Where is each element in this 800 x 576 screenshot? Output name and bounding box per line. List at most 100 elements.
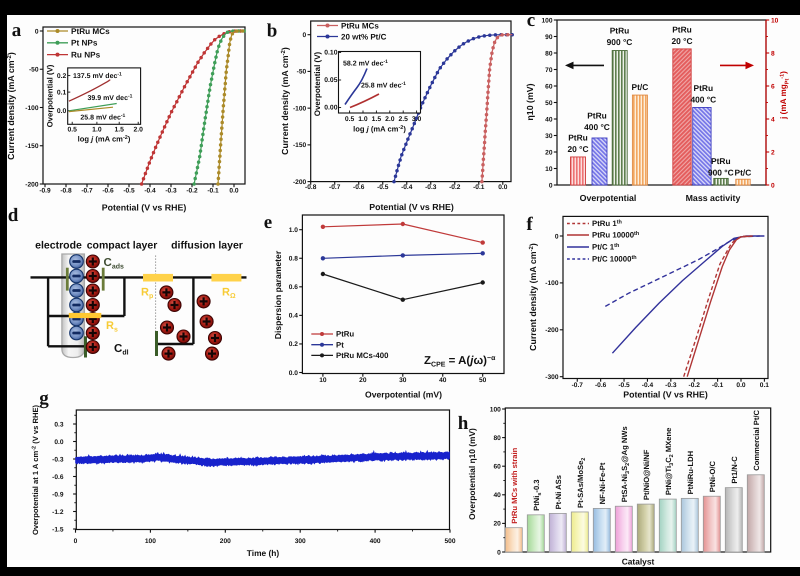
- svg-text:-0.5: -0.5: [618, 382, 630, 389]
- svg-text:PtRu: PtRu: [587, 111, 607, 121]
- svg-text:Overpotential (V): Overpotential (V): [313, 51, 322, 116]
- svg-text:-1.5: -1.5: [52, 526, 64, 533]
- svg-text:-150: -150: [293, 142, 307, 149]
- svg-text:f: f: [526, 214, 533, 235]
- svg-text:900 °C: 900 °C: [708, 168, 734, 178]
- svg-text:Pt NPs: Pt NPs: [71, 39, 98, 48]
- svg-text:8: 8: [771, 50, 775, 57]
- svg-text:j (mA mgPt-1): j (mA mgPt-1): [779, 71, 791, 120]
- svg-text:900 °C: 900 °C: [607, 37, 633, 47]
- svg-text:10: 10: [319, 377, 327, 384]
- svg-text:50: 50: [479, 377, 487, 384]
- svg-text:1.0: 1.0: [358, 116, 368, 123]
- svg-text:Overpotential (mV): Overpotential (mV): [365, 390, 442, 400]
- svg-text:-50: -50: [297, 69, 307, 76]
- svg-text:400 °C: 400 °C: [690, 95, 716, 105]
- svg-text:Pt1/N-C: Pt1/N-C: [730, 456, 739, 484]
- svg-text:4: 4: [771, 116, 775, 123]
- svg-text:-0.1: -0.1: [473, 184, 485, 191]
- svg-text:-100: -100: [293, 105, 307, 112]
- svg-text:diffusion layer: diffusion layer: [171, 240, 243, 252]
- svg-text:2: 2: [771, 149, 775, 156]
- svg-text:PtNi-O/C: PtNi-O/C: [708, 460, 717, 492]
- svg-text:-0.3: -0.3: [665, 382, 677, 389]
- svg-text:2.0: 2.0: [385, 116, 395, 123]
- svg-text:PtRu 1th: PtRu 1th: [592, 219, 623, 228]
- svg-text:-0.2: -0.2: [186, 188, 198, 195]
- svg-text:2.0: 2.0: [133, 127, 143, 134]
- svg-text:PtRu: PtRu: [610, 26, 630, 36]
- svg-text:90: 90: [545, 34, 553, 41]
- svg-text:-0.8: -0.8: [305, 184, 317, 191]
- svg-text:NF-Ni-Fe-Pt: NF-Ni-Fe-Pt: [598, 462, 607, 504]
- svg-text:200: 200: [220, 538, 231, 545]
- svg-text:0: 0: [549, 182, 553, 189]
- svg-text:-0.9: -0.9: [52, 491, 64, 498]
- svg-text:-0.5: -0.5: [123, 188, 135, 195]
- svg-text:70: 70: [545, 67, 553, 74]
- svg-text:Pt/C: Pt/C: [735, 167, 752, 177]
- svg-text:Current density (mA cm-2): Current density (mA cm-2): [528, 243, 538, 351]
- svg-text:0.3: 0.3: [54, 421, 63, 428]
- svg-text:Potential (V vs RHE): Potential (V vs RHE): [369, 202, 454, 212]
- svg-text:400: 400: [370, 538, 381, 545]
- svg-text:Pt-SAs/MoSe2: Pt-SAs/MoSe2: [576, 458, 587, 508]
- svg-text:0.2: 0.2: [57, 73, 67, 80]
- svg-text:0: 0: [74, 538, 78, 545]
- svg-text:20 wt% Pt/C: 20 wt% Pt/C: [341, 32, 387, 41]
- svg-text:500: 500: [444, 538, 455, 545]
- svg-text:Current density (mA cm-2): Current density (mA cm-2): [280, 47, 290, 155]
- svg-text:25.8 mV dec-1: 25.8 mV dec-1: [80, 113, 125, 122]
- svg-text:0: 0: [35, 28, 39, 35]
- svg-text:-0.6: -0.6: [52, 474, 64, 481]
- svg-text:-0.3: -0.3: [425, 184, 437, 191]
- svg-text:-100: -100: [25, 105, 39, 112]
- svg-text:0.0: 0.0: [736, 382, 745, 389]
- svg-text:Pt/C: Pt/C: [632, 82, 649, 92]
- svg-text:0.4: 0.4: [289, 313, 298, 320]
- svg-text:e: e: [264, 212, 272, 233]
- svg-text:Commercial Pt/C: Commercial Pt/C: [752, 409, 761, 470]
- svg-text:0.6: 0.6: [289, 284, 298, 291]
- svg-text:-200: -200: [293, 179, 307, 186]
- svg-text:-0.4: -0.4: [401, 184, 413, 191]
- svg-text:h: h: [458, 413, 469, 434]
- svg-text:0.5: 0.5: [345, 116, 355, 123]
- svg-text:electrode: electrode: [35, 240, 82, 252]
- svg-text:-0.9: -0.9: [39, 188, 51, 195]
- svg-text:100: 100: [541, 17, 552, 24]
- svg-text:PtRu MCs with strain: PtRu MCs with strain: [510, 447, 519, 523]
- svg-text:300: 300: [295, 538, 306, 545]
- svg-text:-0.2: -0.2: [689, 382, 701, 389]
- svg-text:PtRu MCs-400: PtRu MCs-400: [336, 351, 389, 360]
- svg-text:-150: -150: [25, 143, 39, 150]
- svg-text:Pt: Pt: [336, 340, 344, 349]
- svg-text:0.0: 0.0: [54, 439, 63, 446]
- svg-text:Mass activity: Mass activity: [686, 193, 741, 203]
- svg-text:Potential (V vs RHE): Potential (V vs RHE): [623, 390, 708, 400]
- svg-text:-0.6: -0.6: [353, 184, 365, 191]
- svg-text:400 °C: 400 °C: [584, 122, 610, 132]
- svg-text:60: 60: [545, 83, 553, 90]
- svg-text:0.1: 0.1: [760, 382, 769, 389]
- svg-text:log j (mA cm-2): log j (mA cm-2): [78, 135, 131, 144]
- svg-text:-200: -200: [545, 327, 559, 334]
- svg-text:40: 40: [439, 377, 447, 384]
- svg-text:0.05: 0.05: [324, 77, 337, 84]
- svg-text:PtRu: PtRu: [336, 330, 354, 339]
- svg-text:Dispersion parameter: Dispersion parameter: [273, 250, 283, 339]
- svg-text:η10 (mV): η10 (mV): [525, 83, 535, 120]
- svg-text:Pt/C 1th: Pt/C 1th: [592, 243, 620, 252]
- svg-text:PtNiRu-LDH: PtNiRu-LDH: [686, 451, 695, 494]
- svg-text:40: 40: [493, 492, 501, 499]
- svg-text:-200: -200: [25, 181, 39, 188]
- svg-text:-1.2: -1.2: [52, 509, 64, 516]
- svg-text:a: a: [12, 20, 22, 41]
- svg-text:20: 20: [493, 521, 501, 528]
- svg-text:-0.7: -0.7: [81, 188, 93, 195]
- svg-text:60: 60: [493, 464, 501, 471]
- svg-text:20 °C: 20 °C: [671, 36, 692, 46]
- svg-text:0.0: 0.0: [229, 188, 238, 195]
- svg-text:PtRu: PtRu: [672, 25, 692, 35]
- svg-text:-0.2: -0.2: [449, 184, 461, 191]
